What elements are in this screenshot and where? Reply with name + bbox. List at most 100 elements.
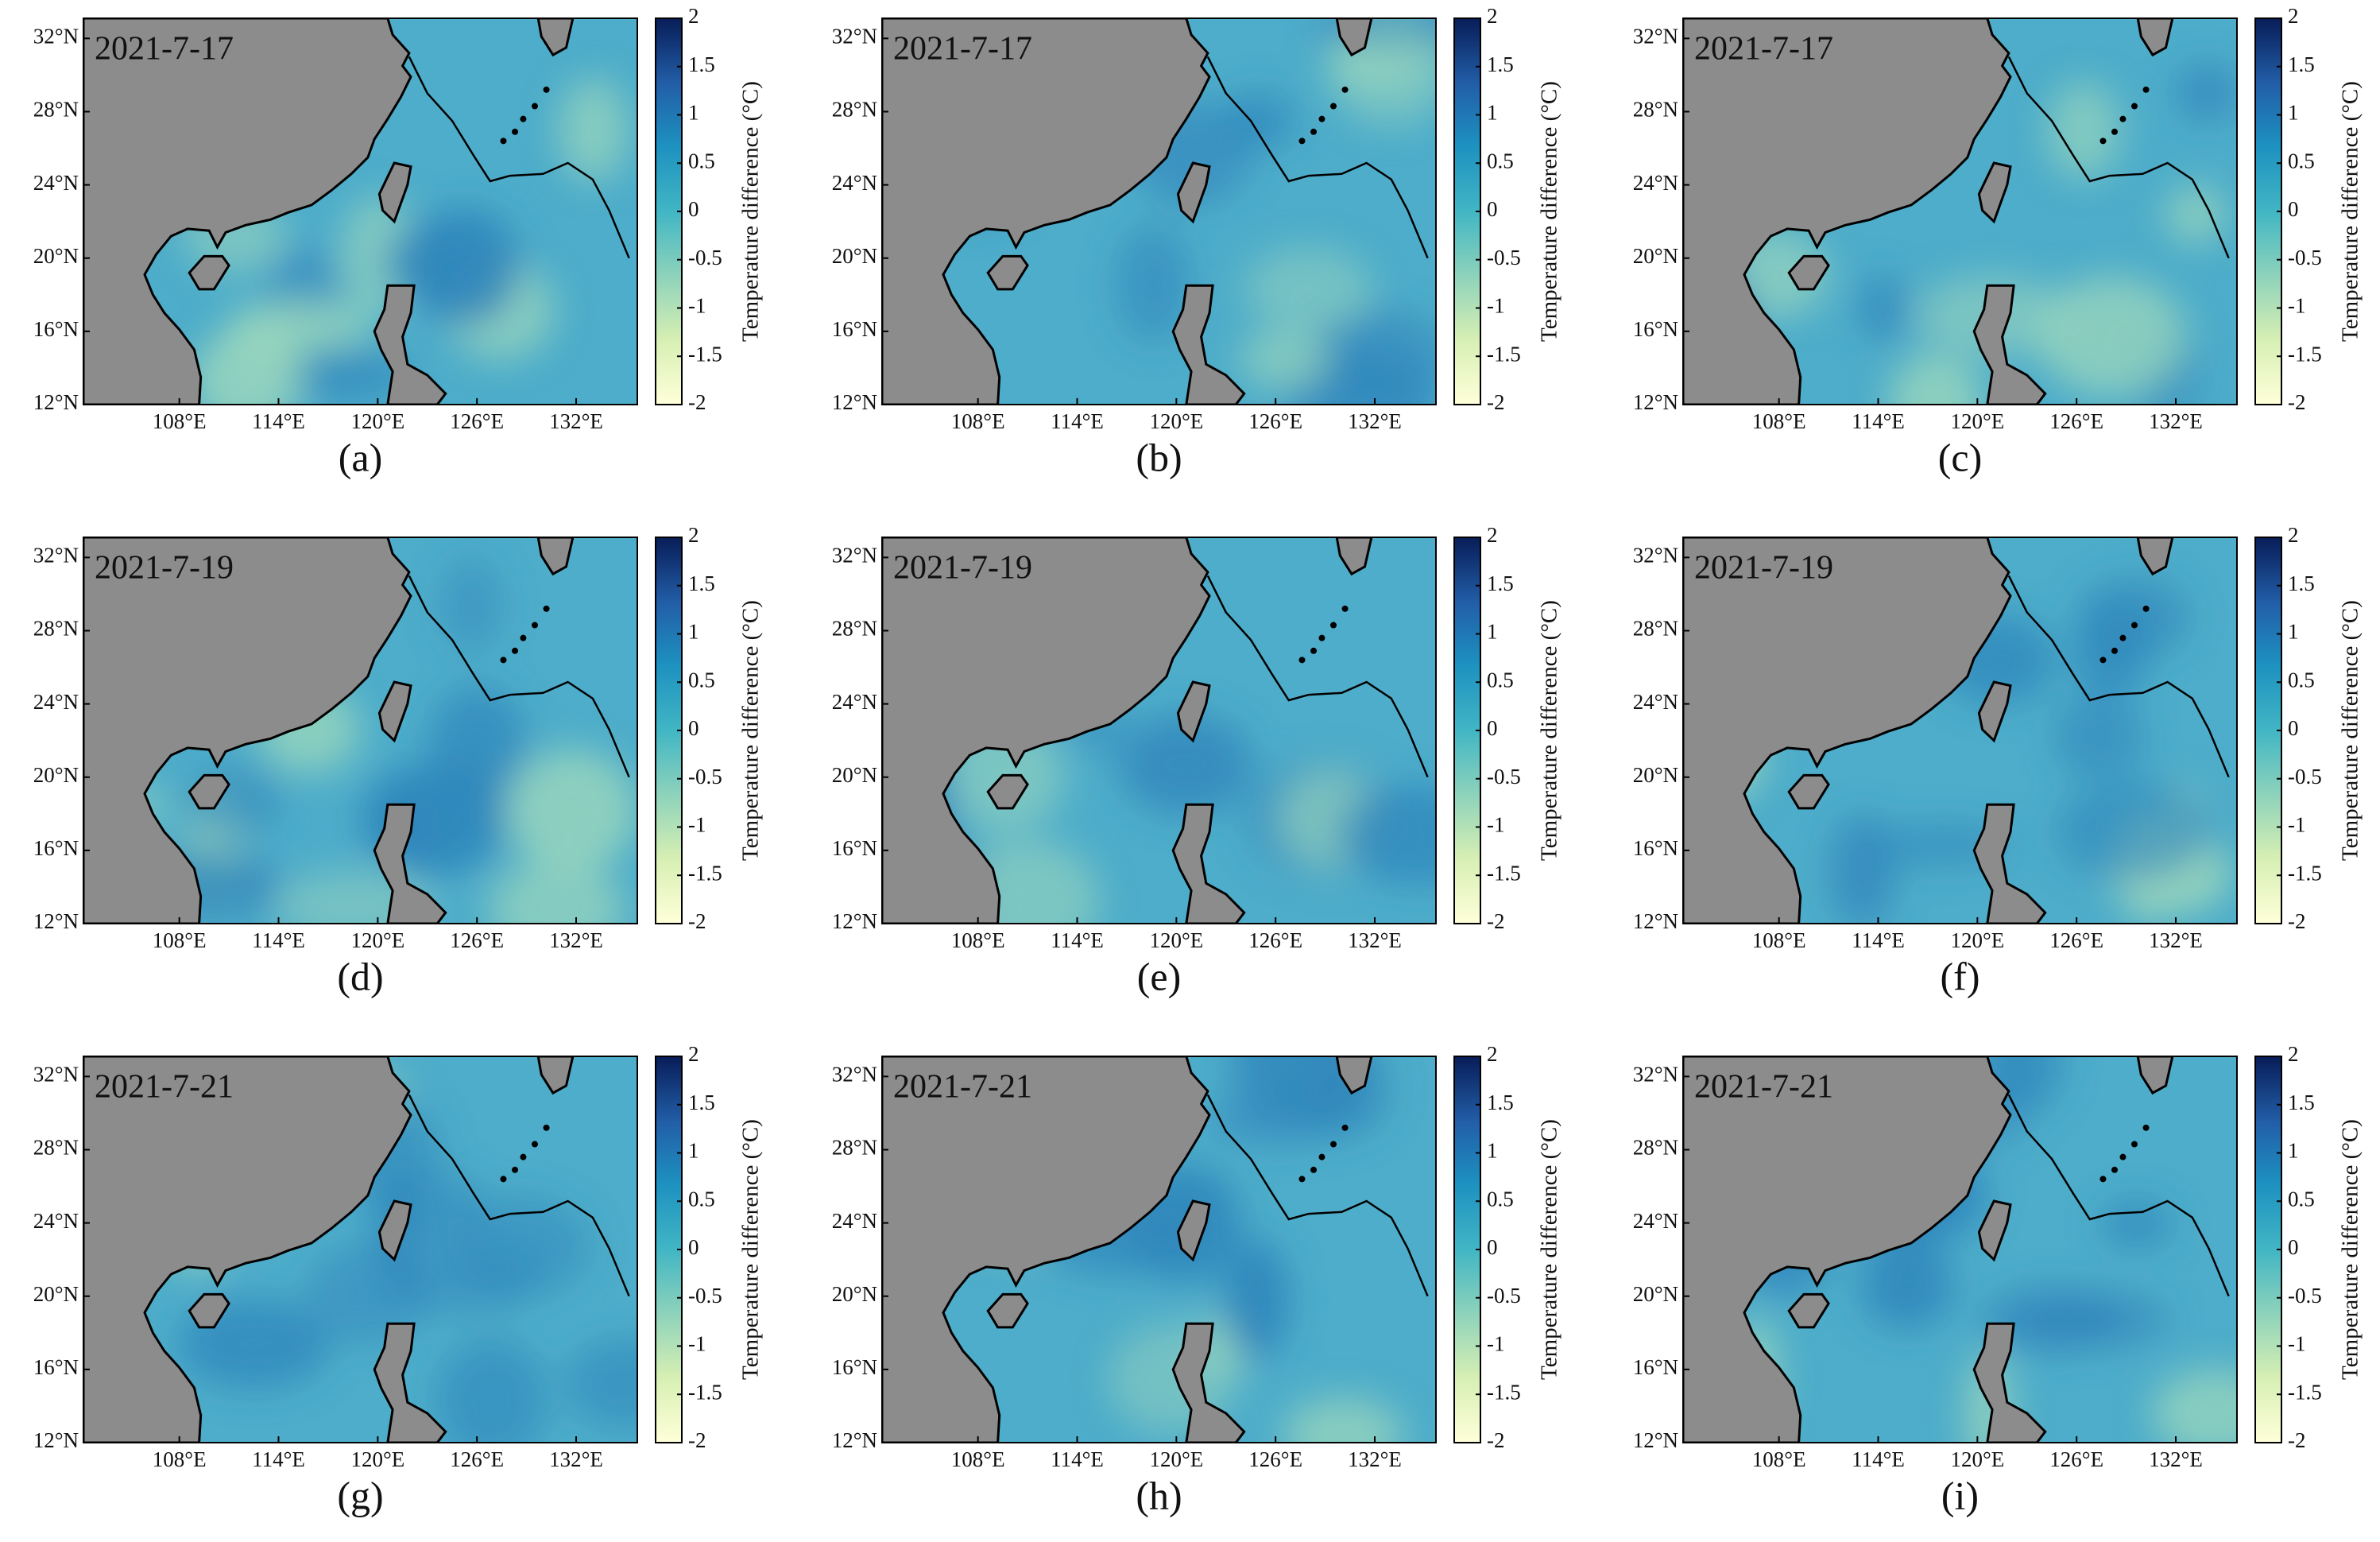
lon-tick-label: 108°E <box>153 928 207 952</box>
field-patch <box>1118 714 1253 816</box>
colorbar-tick-label: -0.5 <box>2288 1284 2322 1308</box>
lat-tick-label: 20°N <box>33 763 79 787</box>
land <box>1787 254 1830 291</box>
land <box>1787 1292 1830 1329</box>
colorbar-label: Temperature difference (°C) <box>738 1119 764 1380</box>
colorbar-label: Temperature difference (°C) <box>2338 600 2363 861</box>
island <box>543 86 550 93</box>
lon-tick-label: 126°E <box>1248 1447 1302 1471</box>
island <box>520 115 527 122</box>
date-label: 2021-7-21 <box>95 1069 234 1106</box>
map-frame <box>83 17 638 405</box>
lat-tick-label: 24°N <box>1633 1209 1678 1233</box>
lon-tick-label: 114°E <box>1051 1447 1104 1471</box>
colorbar-tick-label: -1.5 <box>2288 861 2322 885</box>
land <box>1787 773 1830 810</box>
island <box>1341 86 1349 93</box>
colorbar-tick-label: 1.5 <box>1487 571 1514 595</box>
panel-label: (i) <box>1941 1473 1979 1517</box>
lon-tick-label: 108°E <box>153 409 207 433</box>
island <box>1341 1124 1349 1131</box>
island <box>2142 86 2150 93</box>
land <box>1335 1056 1373 1095</box>
island <box>2111 128 2119 135</box>
colorbar-tick-label: 2 <box>1487 4 1498 28</box>
lon-tick-label: 120°E <box>350 409 404 433</box>
field-patch <box>558 78 629 182</box>
date-label: 2021-7-17 <box>95 31 234 68</box>
colorbar-tick-label: -1.5 <box>1487 861 1521 885</box>
colorbar-tick-label: -1.5 <box>1487 342 1521 366</box>
field-patch <box>1888 353 1983 405</box>
field-patch <box>1208 1091 1356 1145</box>
colorbar <box>2254 17 2282 405</box>
lon-tick-label: 108°E <box>1752 409 1806 433</box>
field-patch <box>2046 82 2121 180</box>
lat-tick-label: 16°N <box>1633 317 1678 341</box>
lon-tick-label: 126°E <box>450 928 504 952</box>
land <box>377 680 412 743</box>
lat-tick-label: 32°N <box>832 1063 877 1087</box>
land <box>188 773 230 810</box>
panel-label: (c) <box>1938 435 1983 479</box>
lon-tick-label: 132°E <box>2149 1447 2203 1471</box>
island <box>2111 1166 2119 1173</box>
island <box>1330 622 1337 629</box>
land <box>986 773 1029 810</box>
colorbar-tick-label: -1 <box>688 813 706 837</box>
field-patch <box>2026 1291 2171 1347</box>
colorbar-tick-label: -2 <box>1487 1428 1505 1452</box>
land <box>1683 18 2012 405</box>
colorbar-tick-label: 0 <box>688 1235 699 1259</box>
field-patch <box>1860 1241 1954 1330</box>
island <box>1310 647 1318 654</box>
colorbar-tick-label: -1.5 <box>688 861 722 885</box>
colorbar-label: Temperature difference (°C) <box>2338 1119 2363 1380</box>
lat-tick-label: 20°N <box>33 1282 79 1306</box>
boundary-line <box>408 56 630 259</box>
island <box>1310 128 1318 135</box>
colorbar-tick-label: 1 <box>2288 1139 2299 1163</box>
lat-tick-label: 16°N <box>832 836 877 860</box>
field-patch <box>428 686 526 803</box>
island <box>2142 1124 2150 1131</box>
land <box>882 537 1211 924</box>
lat-tick-label: 20°N <box>832 1282 877 1306</box>
land <box>83 18 412 405</box>
map-frame <box>1682 17 2238 405</box>
land <box>2136 1056 2174 1095</box>
lon-tick-label: 126°E <box>2049 1447 2103 1471</box>
island <box>512 647 519 654</box>
colorbar-tick-label: 0.5 <box>688 1187 715 1211</box>
map-panel: 12°N 16°N 20°N 24°N 28°N 32°N 108°E 114°E 120°E 1… <box>1633 4 2363 479</box>
map-area <box>83 1056 637 1443</box>
colorbar-tick-label: -0.5 <box>688 1284 722 1308</box>
map-frame <box>881 1056 1437 1443</box>
lon-tick-label: 114°E <box>1852 409 1905 433</box>
map-panel: 12°N 16°N 20°N 24°N 28°N 32°N 108°E 114°E 120°E 1… <box>832 523 1562 998</box>
lon-tick-label: 108°E <box>951 928 1005 952</box>
colorbar-tick-label: -1.5 <box>2288 342 2322 366</box>
lat-tick-label: 28°N <box>832 617 877 641</box>
colorbar-tick-label: 0 <box>688 716 699 740</box>
colorbar-tick-label: -2 <box>1487 390 1505 414</box>
colorbar-tick-label: 1 <box>1487 1139 1498 1163</box>
colorbar-tick-label: 1.5 <box>2288 1091 2315 1114</box>
date-label: 2021-7-21 <box>1694 1069 1833 1106</box>
colorbar-tick-label: 1 <box>688 101 699 125</box>
island <box>2099 138 2107 145</box>
colorbar-tick-label: -1 <box>2288 813 2306 837</box>
island <box>520 634 527 641</box>
field-patch <box>2036 276 2186 396</box>
map-area <box>1683 1056 2237 1443</box>
panel-label: (b) <box>1136 435 1182 479</box>
lon-tick-label: 126°E <box>450 409 504 433</box>
map-panel: 12°N 16°N 20°N 24°N 28°N 32°N 108°E 114°E 120°E 1… <box>33 523 764 998</box>
lat-tick-label: 16°N <box>832 317 877 341</box>
island <box>2119 1153 2127 1160</box>
map-frame <box>83 537 638 924</box>
field-patch <box>2100 1201 2173 1247</box>
land <box>2136 537 2174 576</box>
land <box>377 1199 412 1262</box>
